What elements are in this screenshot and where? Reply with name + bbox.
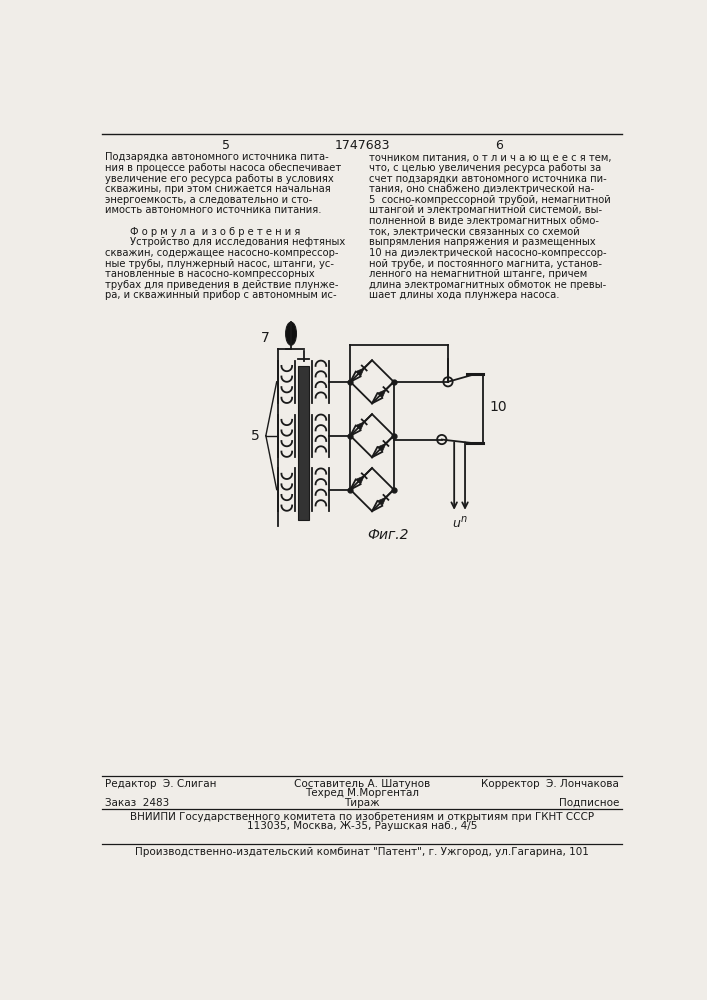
Text: Ф о р м у л а  и з о б р е т е н и я: Ф о р м у л а и з о б р е т е н и я — [105, 227, 300, 237]
Text: трубах для приведения в действие плунже-: трубах для приведения в действие плунже- — [105, 280, 339, 290]
Text: ленного на немагнитной штанге, причем: ленного на немагнитной штанге, причем — [369, 269, 588, 279]
Text: счет подзарядки автономного источника пи-: счет подзарядки автономного источника пи… — [369, 174, 607, 184]
Text: 113035, Москва, Ж-35, Раушская наб., 4/5: 113035, Москва, Ж-35, Раушская наб., 4/5 — [247, 821, 477, 831]
Text: имость автономного источника питания.: имость автономного источника питания. — [105, 205, 322, 215]
Text: длина электромагнитных обмоток не превы-: длина электромагнитных обмоток не превы- — [369, 280, 606, 290]
Text: Тираж: Тираж — [344, 798, 380, 808]
Text: что, с целью увеличения ресурса работы за: что, с целью увеличения ресурса работы з… — [369, 163, 601, 173]
Text: 5: 5 — [251, 429, 259, 443]
Ellipse shape — [286, 322, 296, 345]
Polygon shape — [378, 497, 386, 506]
Polygon shape — [356, 368, 364, 376]
Text: скважин, содержащее насосно-компрессор-: скважин, содержащее насосно-компрессор- — [105, 248, 339, 258]
Text: 7: 7 — [261, 331, 269, 345]
Polygon shape — [378, 443, 386, 452]
Text: 5  сосно-компрессорной трубой, немагнитной: 5 сосно-компрессорной трубой, немагнитно… — [369, 195, 611, 205]
Text: 1747683: 1747683 — [334, 139, 390, 152]
Text: 5: 5 — [221, 139, 230, 152]
Text: точником питания, о т л и ч а ю щ е е с я тем,: точником питания, о т л и ч а ю щ е е с … — [369, 152, 612, 162]
Text: n: n — [460, 514, 467, 524]
Text: u: u — [452, 517, 460, 530]
Text: Производственно-издательский комбинат "Патент", г. Ужгород, ул.Гагарина, 101: Производственно-издательский комбинат "П… — [135, 847, 589, 857]
Text: скважины, при этом снижается начальная: скважины, при этом снижается начальная — [105, 184, 331, 194]
Text: Заказ  2483: Заказ 2483 — [105, 798, 170, 808]
Text: шает длины хода плунжера насоса.: шает длины хода плунжера насоса. — [369, 290, 559, 300]
Text: Устройство для исследования нефтяных: Устройство для исследования нефтяных — [105, 237, 346, 247]
Text: ные трубы, плунжерный насос, штанги, ус-: ные трубы, плунжерный насос, штанги, ус- — [105, 259, 334, 269]
Text: тания, оно снабжено диэлектрической на-: тания, оно снабжено диэлектрической на- — [369, 184, 594, 194]
Text: 10: 10 — [489, 400, 507, 414]
Text: ния в процессе работы насоса обеспечивает: ния в процессе работы насоса обеспечивае… — [105, 163, 341, 173]
Text: ВНИИПИ Государственного комитета по изобретениям и открытиям при ГКНТ СССР: ВНИИПИ Государственного комитета по изоб… — [130, 812, 594, 822]
Text: полненной в виде электромагнитных обмо-: полненной в виде электромагнитных обмо- — [369, 216, 599, 226]
Text: Подзарядка автономного источника пита-: Подзарядка автономного источника пита- — [105, 152, 329, 162]
Text: ра, и скважинный прибор с автономным ис-: ра, и скважинный прибор с автономным ис- — [105, 290, 337, 300]
Text: тановленные в насосно-компрессорных: тановленные в насосно-компрессорных — [105, 269, 315, 279]
Text: Составитель А. Шатунов: Составитель А. Шатунов — [294, 779, 430, 789]
Text: выпрямления напряжения и размещенных: выпрямления напряжения и размещенных — [369, 237, 595, 247]
Text: Корректор  Э. Лончакова: Корректор Э. Лончакова — [481, 779, 619, 789]
Text: 6: 6 — [495, 139, 503, 152]
Text: Редактор  Э. Слиган: Редактор Э. Слиган — [105, 779, 217, 789]
Text: Фиг.2: Фиг.2 — [367, 528, 408, 542]
Text: Техред М.Моргентал: Техред М.Моргентал — [305, 788, 419, 798]
Polygon shape — [356, 476, 364, 484]
Bar — [298, 366, 309, 520]
Text: энергоемкость, а следовательно и сто-: энергоемкость, а следовательно и сто- — [105, 195, 312, 205]
Text: ток, электрически связанных со схемой: ток, электрически связанных со схемой — [369, 227, 580, 237]
Text: 10 на диэлектрической насосно-компрессор-: 10 на диэлектрической насосно-компрессор… — [369, 248, 607, 258]
Text: штангой и электромагнитной системой, вы-: штангой и электромагнитной системой, вы- — [369, 205, 602, 215]
Text: ной трубе, и постоянного магнита, установ-: ной трубе, и постоянного магнита, устано… — [369, 259, 602, 269]
Polygon shape — [378, 390, 386, 398]
Text: увеличение его ресурса работы в условиях: увеличение его ресурса работы в условиях — [105, 174, 334, 184]
Text: Подписное: Подписное — [559, 798, 619, 808]
Polygon shape — [356, 422, 364, 430]
